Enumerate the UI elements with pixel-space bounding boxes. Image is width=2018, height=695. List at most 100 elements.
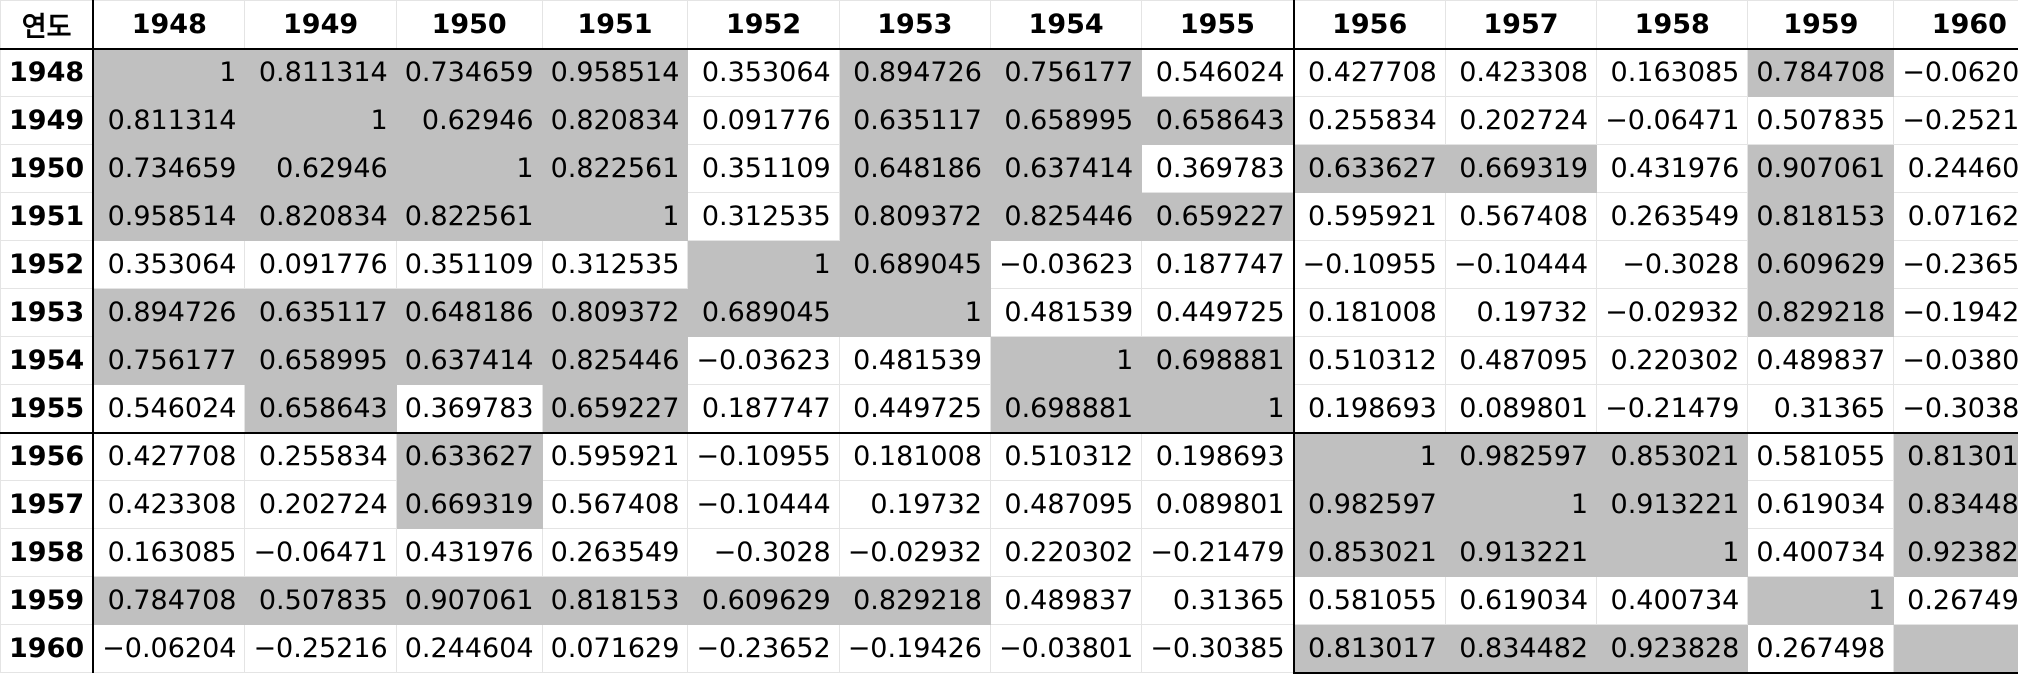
table-cell: −0.30385 — [1893, 384, 2018, 433]
table-cell: 0.756177 — [92, 336, 246, 385]
table-cell: 0.595921 — [541, 431, 689, 481]
table-row: 1955 0.546024 0.658643 0.369783 0.659227 0.18… — [0, 384, 2018, 433]
table-cell: 1 — [1444, 480, 1598, 529]
table-cell: 0.982597 — [1292, 480, 1446, 529]
table-cell: 0.567408 — [541, 480, 689, 529]
column-header: 1953 — [838, 0, 991, 50]
table-cell: 0.353064 — [92, 240, 246, 289]
table-cell: 0.163085 — [1596, 48, 1749, 97]
table-cell: 0.202724 — [244, 480, 397, 529]
table-cell: 0.489837 — [1747, 336, 1895, 385]
table-cell: −0.23652 — [1893, 240, 2018, 289]
table-cell: 0.181008 — [1292, 288, 1446, 337]
table-cell: 0.658643 — [244, 384, 397, 433]
table-cell: 0.244604 — [395, 624, 543, 673]
table-cell: 0.198693 — [1141, 431, 1295, 481]
table-cell: 0.202724 — [1444, 96, 1598, 145]
table-cell: 0.071629 — [1893, 192, 2018, 241]
table-cell: −0.19426 — [1893, 288, 2018, 337]
table-cell: 0.449725 — [1141, 288, 1295, 337]
table-cell: 0.756177 — [989, 48, 1143, 97]
table-cell: 0.351109 — [687, 144, 840, 193]
table-cell: 0.62946 — [395, 96, 543, 145]
table-cell: 0.982597 — [1444, 431, 1598, 481]
table-cell: 0.633627 — [1292, 144, 1446, 193]
table-cell: 1 — [1893, 624, 2018, 674]
table-cell: 0.595921 — [1292, 192, 1446, 241]
table-cell: 0.481539 — [838, 336, 991, 385]
table-row: 1960 −0.06204 −0.25216 0.244604 0.071629 −0.2… — [0, 624, 2018, 674]
table-cell: 0.62946 — [244, 144, 397, 193]
row-header: 1953 — [0, 288, 94, 337]
table-cell: 0.834482 — [1444, 624, 1598, 674]
table-cell: 0.923828 — [1893, 528, 2018, 577]
row-header: 1957 — [0, 480, 94, 529]
table-cell: 0.507835 — [1747, 96, 1895, 145]
table-cell: 1 — [838, 288, 991, 337]
table-cell: 0.19732 — [838, 480, 991, 529]
table-cell: 0.635117 — [838, 96, 991, 145]
table-cell: 0.809372 — [838, 192, 991, 241]
table-cell: 0.091776 — [244, 240, 397, 289]
table-cell: 0.648186 — [838, 144, 991, 193]
row-header: 1951 — [0, 192, 94, 241]
table-cell: 1 — [989, 336, 1143, 385]
table-cell: −0.3028 — [687, 528, 840, 577]
table-cell: 0.449725 — [838, 384, 991, 433]
table-cell: 0.619034 — [1747, 480, 1895, 529]
table-cell: 0.820834 — [541, 96, 689, 145]
row-header: 1954 — [0, 336, 94, 385]
table-cell: 0.637414 — [989, 144, 1143, 193]
table-cell: 0.181008 — [838, 431, 991, 481]
correlation-table: 연도 1948 1949 1950 1951 1952 1953 1954 1955 1956 1… — [0, 0, 2018, 674]
table-cell: −0.19426 — [838, 624, 991, 673]
row-header: 1960 — [0, 624, 94, 673]
table-cell: 0.400734 — [1596, 576, 1749, 625]
table-cell: 0.546024 — [92, 384, 246, 433]
table-cell: 0.698881 — [989, 384, 1143, 433]
table-cell: −0.10955 — [687, 431, 840, 481]
table-cell: 0.31365 — [1141, 576, 1295, 625]
table-cell: 0.071629 — [541, 624, 689, 673]
table-cell: 0.427708 — [1292, 48, 1446, 97]
table-cell: 0.637414 — [395, 336, 543, 385]
table-cell: 0.689045 — [838, 240, 991, 289]
column-header: 1955 — [1141, 0, 1295, 50]
table-cell: 1 — [1292, 431, 1446, 481]
table-cell: −0.23652 — [687, 624, 840, 673]
table-cell: 0.546024 — [1141, 48, 1295, 97]
table-cell: 0.187747 — [687, 384, 840, 433]
table-cell: −0.3028 — [1596, 240, 1749, 289]
table-cell: 0.609629 — [687, 576, 840, 625]
row-header: 1956 — [0, 431, 94, 481]
table-cell: 1 — [92, 48, 246, 97]
table-cell: 1 — [395, 144, 543, 193]
table-cell: 0.220302 — [1596, 336, 1749, 385]
corner-label: 연도 — [0, 0, 94, 50]
table-cell: 0.220302 — [989, 528, 1143, 577]
table-cell: 0.369783 — [1141, 144, 1295, 193]
table-cell: −0.03801 — [1893, 336, 2018, 385]
table-cell: 0.813017 — [1893, 431, 2018, 481]
table-cell: 0.958514 — [541, 48, 689, 97]
table-cell: 0.263549 — [541, 528, 689, 577]
table-cell: 0.834482 — [1893, 480, 2018, 529]
table-cell: 0.820834 — [244, 192, 397, 241]
table-cell: 0.813017 — [1292, 624, 1446, 674]
table-cell: 0.811314 — [244, 48, 397, 97]
table-cell: 0.784708 — [92, 576, 246, 625]
table-cell: 0.163085 — [92, 528, 246, 577]
header-row: 연도 1948 1949 1950 1951 1952 1953 1954 1955 1956 1… — [0, 0, 2018, 50]
table-cell: −0.06204 — [92, 624, 246, 673]
table-cell: −0.10444 — [687, 480, 840, 529]
table-cell: 0.907061 — [395, 576, 543, 625]
table-cell: 0.369783 — [395, 384, 543, 433]
table-cell: 0.400734 — [1747, 528, 1895, 577]
table-cell: 0.734659 — [395, 48, 543, 97]
column-header: 1949 — [244, 0, 397, 50]
column-header: 1956 — [1292, 0, 1446, 50]
table-cell: 0.510312 — [1292, 336, 1446, 385]
table-cell: 1 — [1747, 576, 1895, 625]
table-cell: −0.06471 — [1596, 96, 1749, 145]
table-cell: 0.255834 — [1292, 96, 1446, 145]
